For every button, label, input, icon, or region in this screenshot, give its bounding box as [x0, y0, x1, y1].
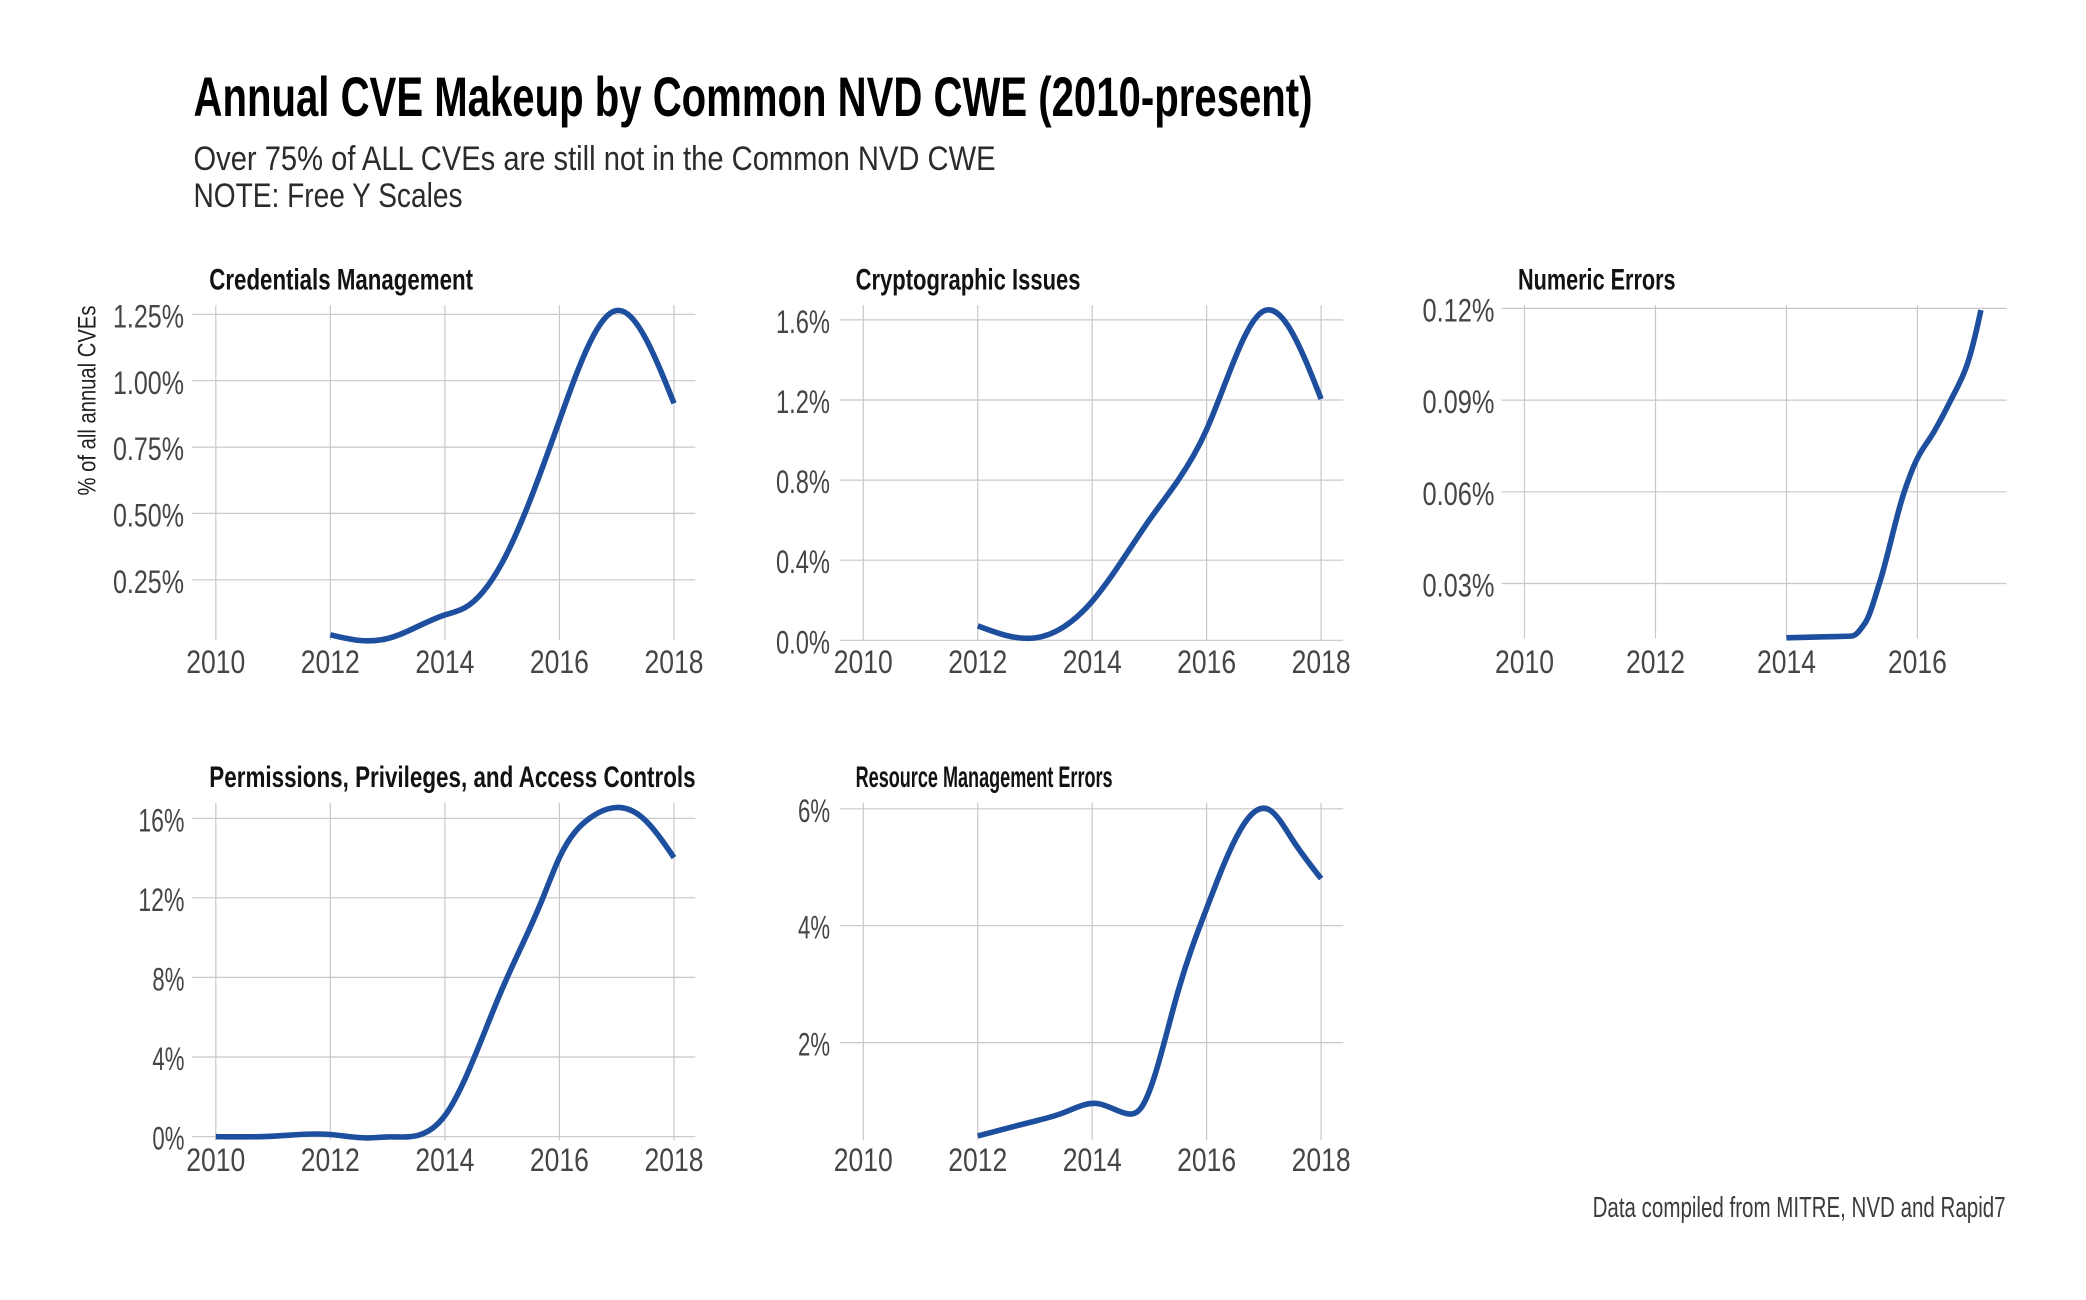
svg-text:2010: 2010 — [1495, 644, 1554, 680]
svg-text:2014: 2014 — [1063, 644, 1122, 680]
svg-text:0.8%: 0.8% — [776, 464, 830, 500]
svg-text:2010: 2010 — [186, 1142, 245, 1178]
svg-text:2018: 2018 — [645, 1142, 704, 1178]
svg-text:2018: 2018 — [1292, 644, 1351, 680]
svg-text:0%: 0% — [152, 1121, 184, 1157]
svg-text:4%: 4% — [798, 910, 830, 946]
svg-text:2014: 2014 — [1757, 644, 1816, 680]
svg-text:2010: 2010 — [834, 644, 893, 680]
svg-text:Resource Management Errors: Resource Management Errors — [856, 761, 1113, 794]
svg-text:2012: 2012 — [948, 644, 1007, 680]
svg-text:2016: 2016 — [1177, 644, 1236, 680]
svg-text:Cryptographic Issues: Cryptographic Issues — [856, 263, 1081, 296]
svg-text:2016: 2016 — [1177, 1142, 1236, 1178]
svg-text:12%: 12% — [138, 882, 184, 918]
svg-text:Over 75% of ALL CVEs are still: Over 75% of ALL CVEs are still not in th… — [194, 140, 996, 178]
svg-text:2012: 2012 — [301, 1142, 360, 1178]
svg-text:1.6%: 1.6% — [776, 304, 830, 340]
svg-text:0.06%: 0.06% — [1423, 476, 1495, 512]
svg-text:2018: 2018 — [1292, 1142, 1351, 1178]
svg-text:0.09%: 0.09% — [1423, 384, 1495, 420]
svg-text:2012: 2012 — [1626, 644, 1685, 680]
svg-text:8%: 8% — [152, 961, 184, 997]
svg-text:0.0%: 0.0% — [776, 624, 830, 660]
svg-text:2%: 2% — [798, 1027, 830, 1063]
svg-text:6%: 6% — [798, 793, 830, 829]
svg-text:2018: 2018 — [645, 644, 704, 680]
svg-text:2012: 2012 — [948, 1142, 1007, 1178]
svg-text:Credentials Management: Credentials Management — [209, 263, 473, 296]
svg-text:1.00%: 1.00% — [113, 365, 184, 401]
svg-text:2016: 2016 — [530, 644, 589, 680]
svg-text:NOTE: Free Y Scales: NOTE: Free Y Scales — [194, 177, 463, 215]
svg-text:0.75%: 0.75% — [113, 431, 184, 467]
svg-text:% of all annual CVEs: % of all annual CVEs — [74, 306, 102, 496]
svg-text:Data compiled from MITRE, NVD: Data compiled from MITRE, NVD and Rapid7 — [1593, 1192, 2006, 1224]
svg-text:2010: 2010 — [834, 1142, 893, 1178]
svg-text:2014: 2014 — [415, 644, 474, 680]
svg-text:4%: 4% — [152, 1041, 184, 1077]
svg-text:2014: 2014 — [1063, 1142, 1122, 1178]
svg-text:0.4%: 0.4% — [776, 544, 830, 580]
svg-text:2012: 2012 — [301, 644, 360, 680]
svg-text:1.25%: 1.25% — [113, 299, 184, 335]
svg-text:0.25%: 0.25% — [113, 564, 184, 600]
svg-text:0.50%: 0.50% — [113, 497, 184, 533]
svg-text:2014: 2014 — [415, 1142, 474, 1178]
svg-text:2016: 2016 — [1888, 644, 1947, 680]
svg-text:2010: 2010 — [186, 644, 245, 680]
svg-text:1.2%: 1.2% — [776, 384, 830, 420]
svg-text:Annual CVE Makeup by Common NV: Annual CVE Makeup by Common NVD CWE (201… — [194, 65, 1313, 128]
svg-text:2016: 2016 — [530, 1142, 589, 1178]
svg-text:Numeric Errors: Numeric Errors — [1518, 263, 1676, 296]
svg-text:0.12%: 0.12% — [1423, 292, 1495, 328]
svg-text:Permissions, Privileges, and A: Permissions, Privileges, and Access Cont… — [209, 761, 695, 794]
svg-text:0.03%: 0.03% — [1423, 568, 1495, 604]
svg-text:16%: 16% — [138, 802, 184, 838]
